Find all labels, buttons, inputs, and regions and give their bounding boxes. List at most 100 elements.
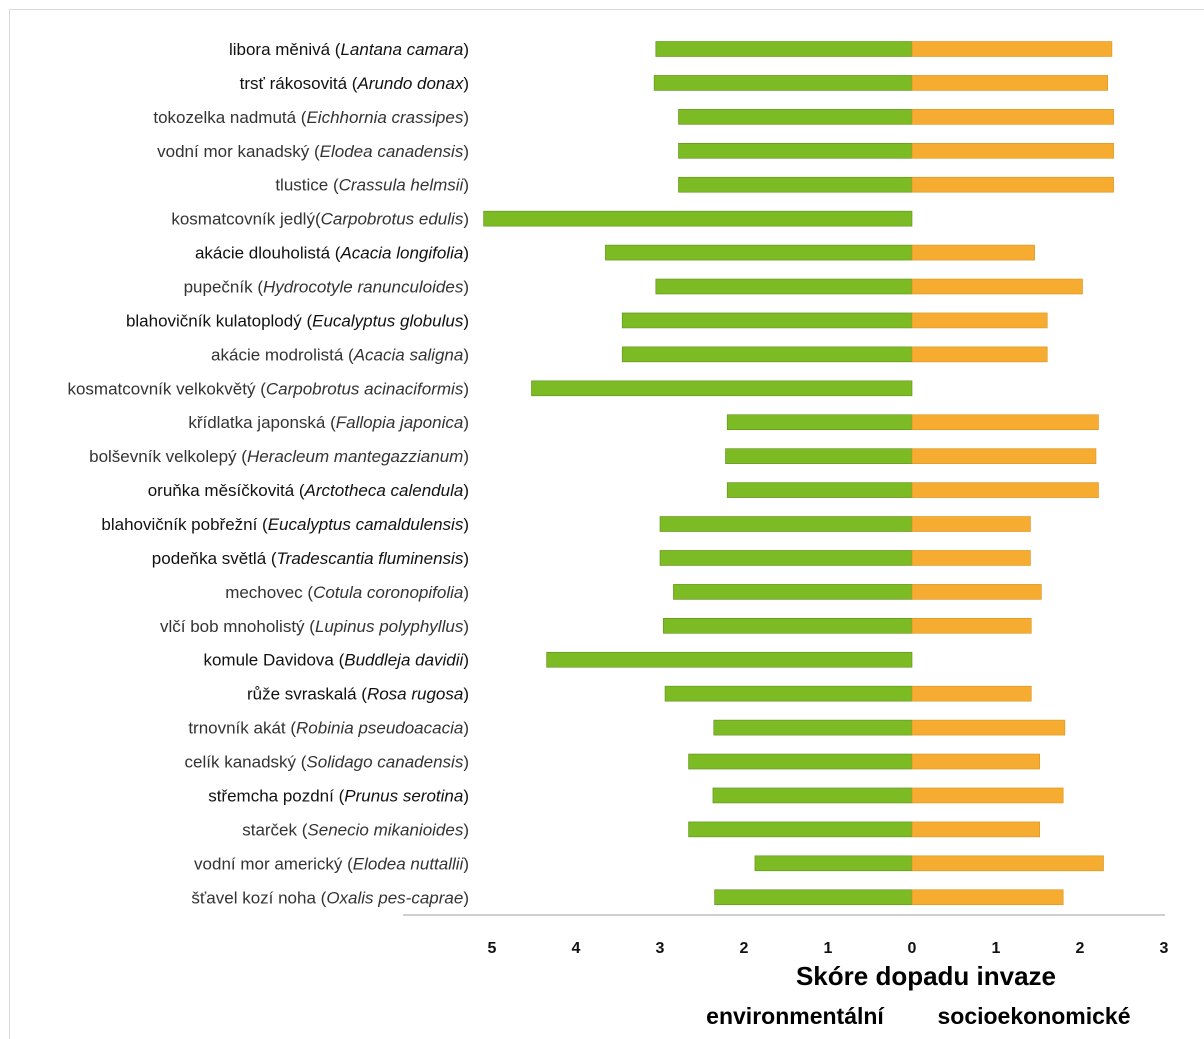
bar-environmental	[713, 719, 913, 736]
latin-name: Arctotheca calendula	[304, 481, 464, 500]
latin-name: Fallopia japonica	[336, 413, 464, 432]
latin-name: Prunus serotina	[344, 786, 463, 805]
label-close-paren: )	[463, 719, 469, 738]
category-label: trnovník akát (Robinia pseudoacacia)	[188, 719, 469, 738]
common-name: kosmatcovník jedlý(	[171, 210, 321, 229]
bar-environmental	[688, 821, 913, 838]
bar-socioeconomic	[911, 584, 1042, 600]
bar-socioeconomic	[911, 855, 1104, 872]
common-name: vlčí bob mnoholistý (	[160, 617, 315, 636]
common-name: blahovičník pobřežní (	[101, 515, 268, 534]
bar-environmental	[659, 516, 913, 532]
bar-environmental	[663, 618, 913, 634]
latin-name: Hydrocotyle ranunculoides	[263, 278, 464, 297]
common-name: střemcha pozdní (	[208, 786, 344, 805]
label-close-paren: )	[463, 345, 469, 364]
category-label: oruňka měsíčkovitá (Arctotheca calendula…	[148, 481, 469, 500]
common-name: mechovec (	[225, 583, 313, 602]
category-label: růže svraskalá (Rosa rugosa)	[247, 685, 469, 704]
common-name: tlustice (	[275, 176, 339, 195]
bar-socioeconomic	[911, 482, 1099, 498]
bar-environmental	[678, 109, 913, 125]
label-close-paren: )	[463, 820, 469, 839]
bar-socioeconomic	[911, 719, 1066, 736]
label-close-paren: )	[463, 108, 469, 127]
bar-environmental	[659, 550, 913, 566]
category-label: celík kanadský (Solidago canadensis)	[185, 753, 469, 772]
latin-name: Eichhornia crassipes	[306, 108, 463, 127]
x-axis-title: Skóre dopadu invaze	[796, 961, 1056, 991]
category-label: střemcha pozdní (Prunus serotina)	[208, 786, 469, 805]
latin-name: Acacia longifolia	[339, 244, 463, 263]
chart-frame	[9, 9, 1204, 1039]
common-name: kosmatcovník velkokvětý (	[67, 379, 266, 398]
label-close-paren: )	[463, 617, 469, 636]
bar-environmental	[714, 889, 913, 906]
x-tick-label: 0	[908, 940, 917, 957]
category-label: křídlatka japonská (Fallopia japonica)	[188, 413, 469, 432]
bar-environmental	[655, 278, 913, 295]
label-close-paren: )	[463, 753, 469, 772]
category-label: komule Davidova (Buddleja davidii)	[203, 651, 469, 670]
latin-name: Senecio mikanioides	[307, 820, 463, 839]
bar-socioeconomic	[911, 346, 1048, 363]
common-name: podeňka světlá (	[152, 549, 277, 568]
bar-socioeconomic	[911, 787, 1064, 804]
latin-name: Lantana camara	[340, 40, 463, 59]
bar-environmental	[688, 753, 913, 770]
latin-name: Solidago canadensis	[306, 753, 463, 772]
bar-environmental	[673, 584, 913, 600]
bar-environmental	[621, 346, 913, 363]
category-label: blahovičník kulatoplodý (Eucalyptus glob…	[126, 311, 469, 330]
bar-environmental	[546, 651, 913, 668]
latin-name: Carpobrotus acinaciformis	[266, 379, 464, 398]
bar-socioeconomic	[911, 448, 1097, 464]
bar-socioeconomic	[911, 516, 1031, 532]
bar-socioeconomic	[911, 685, 1032, 702]
label-close-paren: )	[463, 244, 469, 263]
category-label: starček (Senecio mikanioides)	[242, 820, 469, 839]
bar-socioeconomic	[911, 41, 1113, 57]
latin-name: Cotula coronopifolia	[313, 583, 463, 602]
bar-environmental	[726, 482, 913, 498]
x-tick-label: 2	[1076, 940, 1085, 957]
common-name: libora měnivá (	[229, 40, 341, 59]
latin-name: Elodea canadensis	[320, 142, 464, 161]
latin-name: Buddleja davidii	[344, 651, 464, 670]
label-close-paren: )	[463, 413, 469, 432]
label-close-paren: )	[463, 888, 469, 907]
common-name: trsť rákosovitá (	[240, 74, 358, 93]
label-close-paren: )	[463, 549, 469, 568]
bar-socioeconomic	[911, 550, 1031, 566]
label-close-paren: )	[463, 40, 469, 59]
category-labels-layer: libora měnivá (Lantana camara) trsť rákos…	[67, 40, 469, 907]
common-name: akácie modrolistá (	[211, 345, 354, 364]
latin-name: Acacia saligna	[353, 345, 464, 364]
latin-name: Rosa rugosa	[367, 685, 463, 704]
common-name: blahovičník kulatoplodý (	[126, 311, 313, 330]
bar-socioeconomic	[911, 618, 1032, 634]
latin-name: Tradescantia fluminensis	[277, 549, 464, 568]
latin-name: Oxalis pes-caprae	[326, 888, 463, 907]
category-label: vlčí bob mnoholistý (Lupinus polyphyllus…	[160, 617, 469, 636]
category-label: akácie modrolistá (Acacia saligna)	[211, 345, 469, 364]
category-label: tokozelka nadmutá (Eichhornia crassipes)	[153, 108, 469, 127]
category-label: vodní mor kanadský (Elodea canadensis)	[157, 142, 469, 161]
common-name: růže svraskalá (	[247, 685, 367, 704]
label-close-paren: )	[463, 481, 469, 500]
bar-socioeconomic	[911, 312, 1048, 329]
latin-name: Lupinus polyphyllus	[315, 617, 464, 636]
common-name: celík kanadský (	[185, 753, 307, 772]
latin-name: Arundo donax	[356, 74, 463, 93]
label-close-paren: )	[463, 379, 469, 398]
bar-environmental	[678, 142, 913, 159]
common-name: oruňka měsíčkovitá (	[148, 481, 305, 500]
category-label: vodní mor americký (Elodea nuttallii)	[194, 854, 469, 873]
latin-name: Crassula helmsii	[339, 176, 465, 195]
category-label: mechovec (Cotula coronopifolia)	[225, 583, 469, 602]
latin-name: Eucalyptus globulus	[312, 311, 464, 330]
bar-socioeconomic	[911, 176, 1114, 193]
label-close-paren: )	[463, 142, 469, 161]
x-axis-label-environmental: environmentální	[706, 1003, 885, 1029]
common-name: starček (	[242, 820, 308, 839]
